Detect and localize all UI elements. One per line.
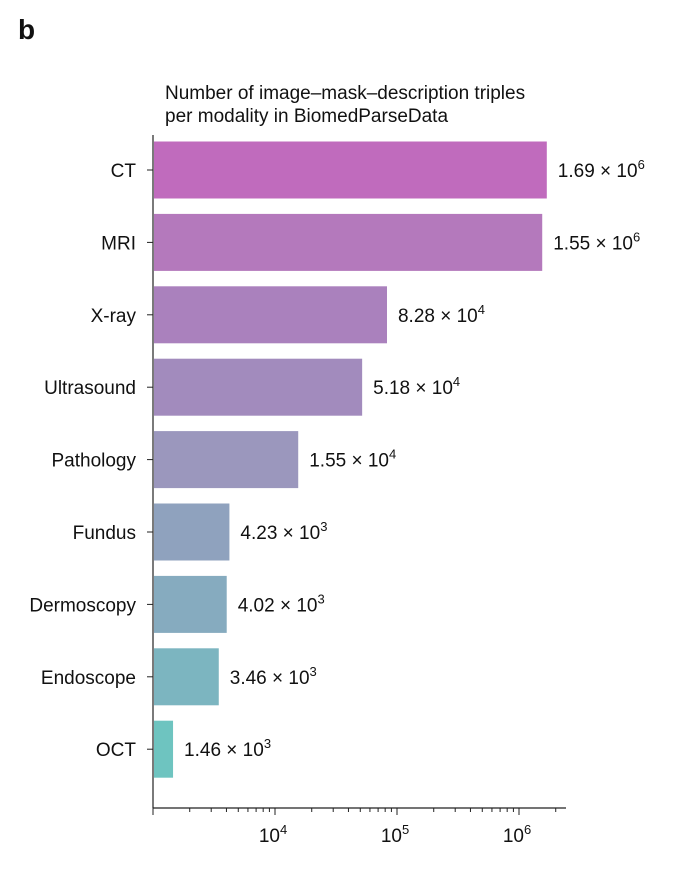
bar-mri <box>154 213 543 271</box>
value-label: 1.55 × 106 <box>553 229 640 254</box>
x-tick-label: 104 <box>259 822 287 847</box>
value-label: 1.46 × 103 <box>184 736 271 761</box>
bar-ct <box>154 141 547 199</box>
bar-fundus <box>154 503 230 561</box>
category-label: Fundus <box>73 523 136 544</box>
category-label: Endoscope <box>41 668 136 689</box>
x-tick-label: 105 <box>381 822 409 847</box>
chart-title-line-1: Number of image–mask–description triples <box>165 83 526 104</box>
value-label: 5.18 × 104 <box>373 374 460 399</box>
value-label: 8.28 × 104 <box>398 302 485 327</box>
chart-title-line-2: per modality in BiomedParseData <box>165 106 449 127</box>
value-label: 4.02 × 103 <box>238 591 325 616</box>
value-label: 1.69 × 106 <box>558 157 645 182</box>
panel-label: b <box>18 14 36 45</box>
value-label: 3.46 × 103 <box>230 664 317 689</box>
bar-oct <box>154 720 174 778</box>
x-tick-label: 106 <box>503 822 531 847</box>
category-label: OCT <box>96 740 137 761</box>
value-label: 4.23 × 103 <box>240 519 327 544</box>
chart-title: Number of image–mask–description triples… <box>165 82 525 128</box>
category-label: Ultrasound <box>44 378 136 399</box>
bar-ultrasound <box>154 358 363 416</box>
bar-dermoscopy <box>154 575 227 633</box>
value-label: 1.55 × 104 <box>309 447 396 472</box>
category-label: Pathology <box>51 451 136 472</box>
bar-endoscope <box>154 648 219 706</box>
category-label: Dermoscopy <box>29 595 136 616</box>
bar-pathology <box>154 431 299 489</box>
category-label: MRI <box>101 233 136 254</box>
category-label: CT <box>111 161 137 182</box>
category-label: X-ray <box>91 306 137 327</box>
bar-x-ray <box>154 286 387 344</box>
